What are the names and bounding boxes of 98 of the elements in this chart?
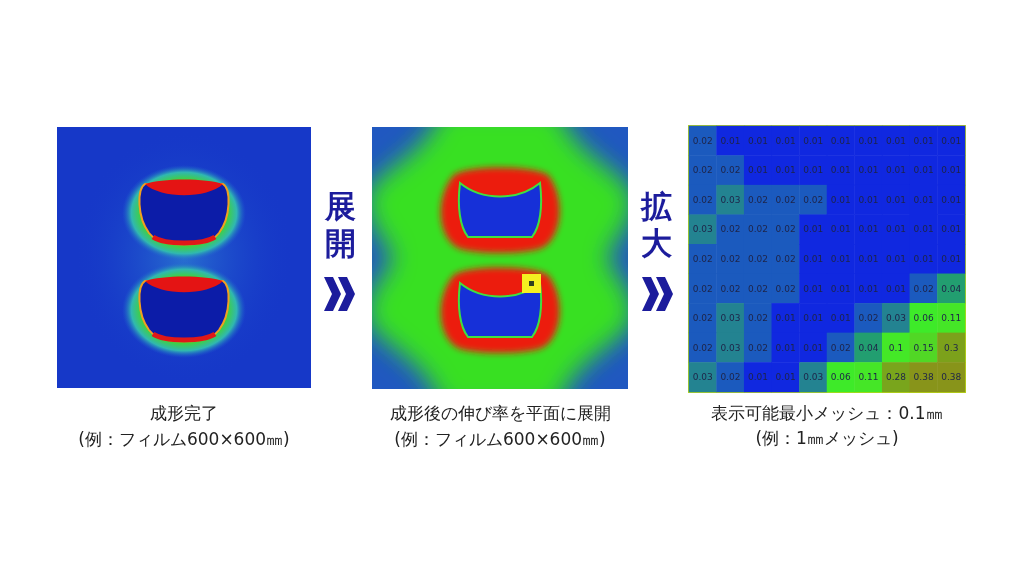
data-label: 0.38	[913, 372, 934, 383]
data-label: 0.01	[803, 135, 824, 146]
data-label: 0.02	[692, 135, 713, 146]
data-label: 0.01	[747, 165, 769, 176]
text: 拡大	[639, 188, 673, 262]
data-label: 0.11	[941, 313, 962, 324]
data-label: 0.02	[747, 254, 769, 264]
data-label: 0.02	[692, 254, 713, 264]
text: 展開	[323, 188, 357, 262]
data-label: 0.15	[913, 342, 934, 353]
data-label: 0.02	[747, 313, 769, 324]
data-label: 0.01	[775, 313, 796, 324]
data-label: 0.02	[775, 254, 796, 264]
data-label: 0.11	[858, 372, 879, 383]
data-label: 0.03	[885, 313, 907, 324]
data-label: 0.01	[747, 135, 769, 146]
data-label: 0.01	[747, 372, 769, 383]
text: 成形後の伸び率を平面に展開	[388, 402, 612, 425]
data-label: 0.01	[830, 135, 851, 146]
data-label: 0.01	[941, 224, 962, 235]
data-label: 0.01	[885, 254, 907, 264]
data-label: 0.02	[775, 194, 796, 205]
data-label: 0.02	[775, 283, 796, 294]
data-label: 0.01	[803, 165, 824, 176]
data-label: 0.01	[941, 194, 962, 205]
data-label: 0.06	[913, 313, 934, 324]
data-label: 0.01	[858, 254, 879, 264]
data-label: 0.03	[803, 372, 824, 383]
data-label: 0.01	[941, 254, 962, 264]
data-label: 0.01	[775, 342, 796, 353]
data-label: 0.02	[803, 194, 824, 205]
data-label: 0.03	[720, 194, 741, 205]
data-label: 0.02	[747, 194, 769, 205]
data-label: 0.1	[888, 342, 904, 353]
text: (例：1㎜メッシュ)	[755, 427, 899, 448]
text: (例：フィルム600×600㎜)	[393, 428, 607, 451]
data-label: 0.01	[913, 194, 934, 205]
data-label: 0.01	[941, 135, 962, 146]
data-label: 0.01	[775, 372, 796, 383]
data-label: 0.01	[885, 135, 907, 146]
text: (例：フィルム600×600㎜)	[77, 428, 291, 451]
data-label: 0.02	[913, 283, 934, 294]
data-label: 0.01	[830, 224, 851, 235]
data-label: 0.3	[944, 342, 959, 353]
data-label: 0.01	[913, 165, 934, 176]
text: 表示可能最小メッシュ：0.1㎜	[711, 402, 943, 423]
data-label: 0.03	[692, 224, 713, 235]
data-label: 0.01	[885, 224, 907, 235]
data-label: 0.01	[858, 283, 879, 294]
data-label: 0.01	[803, 283, 824, 294]
data-label: 0.01	[858, 224, 879, 235]
data-label: 0.02	[720, 283, 741, 294]
data-label: 0.01	[913, 224, 934, 235]
data-label: 0.01	[775, 165, 796, 176]
data-label: 0.02	[720, 372, 741, 383]
data-label: 0.01	[803, 224, 824, 235]
data-label: 0.01	[803, 313, 824, 324]
data-label: 0.02	[747, 283, 769, 294]
data-label: 0.01	[913, 254, 934, 264]
data-label: 0.01	[803, 342, 824, 353]
data-label: 0.01	[720, 135, 741, 146]
data-label: 0.01	[830, 313, 851, 324]
data-label: 0.02	[692, 283, 713, 294]
data-label: 0.01	[803, 254, 824, 264]
data-label: 0.02	[830, 342, 851, 353]
data-label: 0.01	[885, 194, 907, 205]
data-label: 0.02	[692, 313, 713, 324]
data-label: 0.02	[720, 224, 741, 235]
text: 成形完了	[149, 402, 219, 425]
data-label: 0.02	[747, 342, 769, 353]
data-label: 0.02	[692, 194, 713, 205]
data-label: 0.02	[747, 224, 769, 235]
data-label: 0.01	[830, 165, 851, 176]
data-label: 0.03	[720, 313, 741, 324]
data-label: 0.28	[885, 372, 907, 383]
data-label: 0.01	[885, 165, 907, 176]
data-label: 0.02	[720, 165, 741, 176]
data-label: 0.01	[858, 194, 879, 205]
data-label: 0.01	[913, 135, 934, 146]
data-label: 0.01	[830, 283, 851, 294]
data-label: 0.01	[830, 194, 851, 205]
data-label: 0.04	[941, 283, 962, 294]
data-label: 0.01	[775, 135, 796, 146]
data-label: 0.04	[858, 342, 879, 353]
data-label: 0.03	[692, 372, 713, 383]
data-label: 0.01	[858, 165, 879, 176]
data-label: 0.01	[885, 283, 907, 294]
data-label: 0.01	[941, 165, 962, 176]
data-label: 0.01	[830, 254, 851, 264]
data-label: 0.06	[830, 372, 852, 383]
data-label: 0.02	[720, 254, 741, 264]
data-label: 0.02	[775, 224, 796, 235]
data-label: 0.02	[692, 165, 713, 176]
data-label: 0.01	[858, 135, 879, 146]
data-label: 0.02	[858, 313, 879, 324]
data-label: 0.38	[941, 372, 962, 383]
data-label: 0.03	[720, 342, 741, 353]
data-label: 0.02	[692, 342, 713, 353]
